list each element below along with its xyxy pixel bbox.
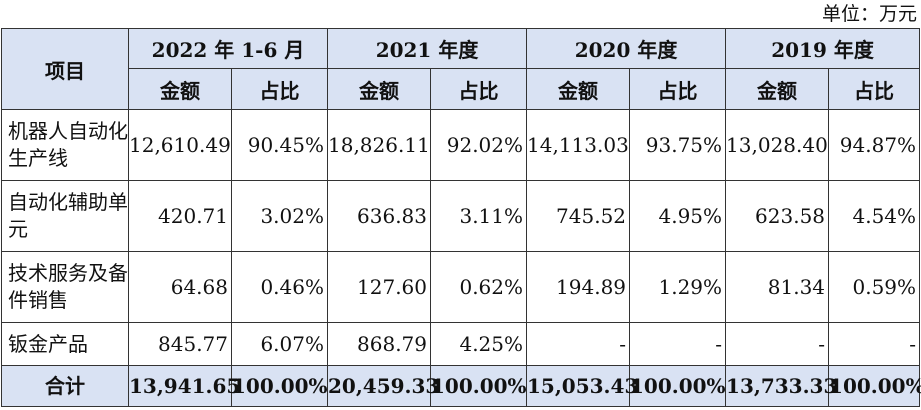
amount-cell: 81.34 (725, 251, 830, 323)
revenue-table: 项目 2022 年 1-6 月 2021 年度 2020 年度 2019 年度 … (1, 28, 921, 407)
amount-cell: 14,113.03 (526, 109, 631, 181)
ratio-cell: 0.59% (828, 251, 921, 323)
ratio-cell: 4.95% (629, 180, 727, 252)
ratio-cell: 90.45% (231, 109, 328, 181)
header-amount: 金额 (725, 68, 830, 110)
total-amount-cell: 13,733.33 (725, 365, 837, 407)
amount-cell: 13,028.40 (725, 109, 830, 181)
ratio-cell: 1.29% (629, 251, 727, 323)
amount-cell: 194.89 (526, 251, 631, 323)
total-row: 合计 13,941.65 100.00% 20,459.33 100.00% 1… (1, 365, 921, 407)
ratio-cell: - (629, 322, 727, 366)
total-label: 合计 (1, 365, 129, 407)
unit-label: 单位：万元 (821, 3, 917, 25)
header-item: 项目 (1, 28, 129, 110)
amount-cell: 12,610.49 (128, 109, 232, 181)
ratio-cell: 0.46% (231, 251, 328, 323)
ratio-cell: 0.62% (429, 251, 528, 323)
header-period: 2021 年度 (326, 28, 528, 69)
table-row: 钣金产品 845.77 6.07% 868.79 4.25% - - - - (1, 322, 921, 366)
total-amount-cell: 13,941.65 (128, 365, 240, 407)
amount-cell: 623.58 (725, 180, 830, 252)
table-row: 自动化辅助单元 420.71 3.02% 636.83 3.11% 745.52… (1, 180, 921, 252)
amount-cell: 420.71 (128, 180, 232, 252)
header-ratio: 占比 (429, 68, 528, 110)
amount-cell: 868.79 (327, 322, 431, 366)
amount-cell: 845.77 (128, 322, 232, 366)
header-ratio: 占比 (828, 68, 921, 110)
amount-cell: 636.83 (327, 180, 431, 252)
row-label: 自动化辅助单元 (1, 180, 129, 252)
header-amount: 金额 (327, 68, 431, 110)
ratio-cell: 6.07% (231, 322, 328, 366)
total-amount-cell: 15,053.43 (526, 365, 638, 407)
ratio-cell: 92.02% (429, 109, 528, 181)
amount-cell: - (725, 322, 830, 366)
table-row: 机器人自动化生产线 12,610.49 90.45% 18,826.11 92.… (1, 109, 921, 181)
ratio-cell: 94.87% (828, 109, 921, 181)
header-ratio: 占比 (629, 68, 727, 110)
ratio-cell: - (828, 322, 921, 366)
row-label: 钣金产品 (1, 322, 129, 366)
ratio-cell: 4.25% (429, 322, 528, 366)
ratio-cell: 4.54% (828, 180, 921, 252)
amount-cell: 745.52 (526, 180, 631, 252)
amount-cell: 64.68 (128, 251, 232, 323)
header-period: 2022 年 1-6 月 (128, 28, 328, 69)
amount-cell: 18,826.11 (327, 109, 431, 181)
ratio-cell: 93.75% (629, 109, 727, 181)
total-amount-cell: 20,459.33 (327, 365, 439, 407)
total-ratio-cell: 100.00% (828, 365, 921, 407)
ratio-cell: 3.02% (231, 180, 328, 252)
table-row: 技术服务及备件销售 64.68 0.46% 127.60 0.62% 194.8… (1, 251, 921, 323)
header-ratio: 占比 (231, 68, 328, 110)
header-period: 2019 年度 (725, 28, 921, 69)
row-label: 机器人自动化生产线 (1, 109, 129, 181)
amount-cell: - (526, 322, 631, 366)
amount-cell: 127.60 (327, 251, 431, 323)
ratio-cell: 3.11% (429, 180, 528, 252)
total-ratio-cell: 100.00% (429, 365, 528, 407)
row-label: 技术服务及备件销售 (1, 251, 129, 323)
total-ratio-cell: 100.00% (629, 365, 727, 407)
total-ratio-cell: 100.00% (231, 365, 328, 407)
header-amount: 金额 (128, 68, 232, 110)
header-amount: 金额 (526, 68, 631, 110)
header-period: 2020 年度 (526, 28, 727, 69)
